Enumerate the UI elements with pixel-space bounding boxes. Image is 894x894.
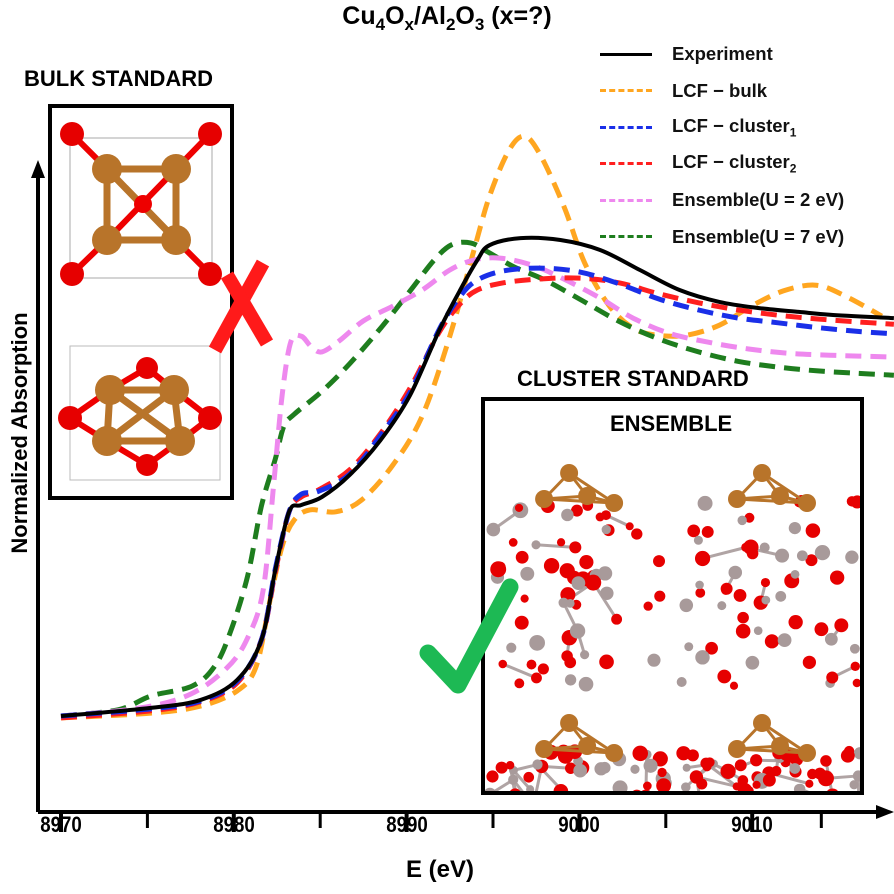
bulk-structure-cu4o-1 — [60, 122, 222, 286]
legend-swatch — [600, 89, 652, 93]
legend-item-lcf-cluster2: LCF − cluster2 — [600, 146, 844, 183]
legend-item-ensemble-u7: Ensemble(U = 7 eV) — [600, 219, 844, 256]
legend-swatch — [600, 198, 652, 202]
legend-item-ensemble-u2: Ensemble(U = 2 eV) — [600, 182, 844, 219]
ensemble-structures-image — [483, 464, 867, 831]
legend-swatch — [600, 52, 652, 56]
legend-swatch — [600, 125, 652, 129]
x-tick-label: 9010 — [731, 812, 773, 837]
series-line-ensemble-u-2-ev- — [60, 255, 894, 719]
legend-label: Experiment — [672, 43, 773, 65]
legend-item-experiment: Experiment — [600, 36, 844, 73]
legend-swatch — [600, 162, 652, 166]
bulk-standard-title: BULK STANDARD — [24, 66, 214, 91]
x-tick-label: 8980 — [212, 812, 255, 837]
legend-label: LCF − cluster2 — [672, 151, 797, 177]
y-axis-label: Normalized Absorption — [7, 312, 32, 554]
legend: Experiment LCF − bulk LCF − cluster1 LCF… — [600, 36, 844, 255]
chart-title: Cu4Ox/Al2O3 (x=?) — [342, 2, 552, 34]
legend-item-lcf-bulk: LCF − bulk — [600, 73, 844, 110]
red-x-icon — [208, 259, 274, 354]
x-tick-label: 8990 — [385, 812, 428, 837]
legend-label: Ensemble(U = 2 eV) — [672, 189, 845, 211]
bulk-standard-inset — [48, 104, 234, 500]
legend-label: LCF − bulk — [672, 79, 768, 101]
bulk-structure-cu4o-2 — [58, 345, 222, 481]
series-lines — [60, 133, 894, 721]
legend-label: LCF − cluster1 — [672, 114, 797, 140]
series-line-ensemble-u-7-ev- — [60, 239, 894, 719]
legend-item-lcf-cluster1: LCF − cluster1 — [600, 109, 844, 146]
cluster-standard-inset: ENSEMBLE — [481, 397, 867, 831]
cluster-standard-title: CLUSTER STANDARD — [517, 366, 749, 391]
x-axis-arrow — [876, 805, 894, 819]
axes — [31, 160, 894, 819]
ensemble-structure-1 — [486, 464, 666, 692]
legend-label: Ensemble(U = 7 eV) — [672, 225, 845, 247]
ensemble-structure-2 — [676, 464, 864, 690]
legend-swatch — [600, 235, 652, 239]
series-line-experiment — [60, 235, 894, 718]
ensemble-subtitle: ENSEMBLE — [610, 411, 733, 436]
bulk-structures-image — [58, 122, 222, 481]
green-check-icon — [419, 578, 519, 694]
x-ticks — [59, 812, 823, 832]
x-axis-label: E (eV) — [405, 856, 474, 883]
series-line-lcf-bulk — [60, 133, 884, 721]
x-tick-label: 8970 — [40, 812, 82, 837]
x-tick-label: 9000 — [558, 812, 601, 837]
ensemble-structure-4 — [676, 714, 867, 830]
ensemble-structure-3 — [483, 714, 672, 831]
y-axis-arrow — [31, 160, 45, 178]
